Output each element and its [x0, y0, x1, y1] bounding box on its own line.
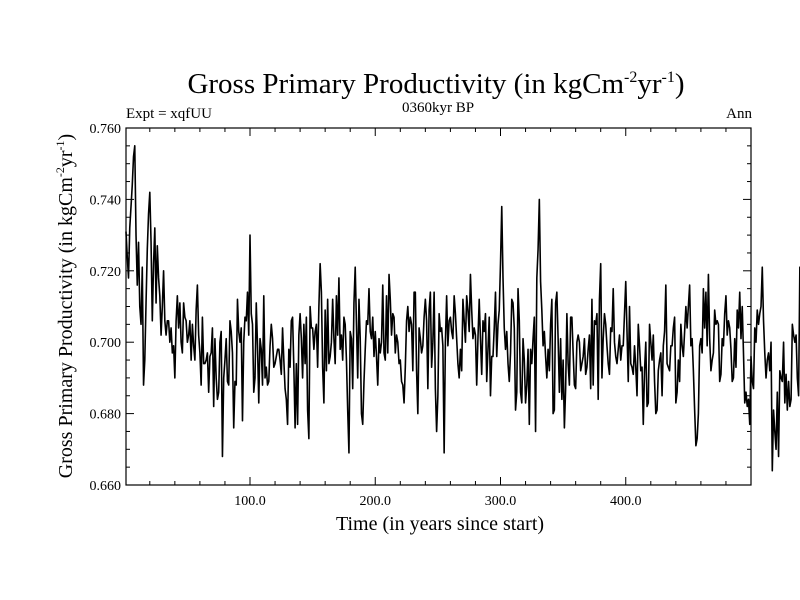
y-tick-label: 0.660 — [90, 479, 122, 494]
title-main: Gross Primary Productivity (in kgCm — [187, 68, 624, 100]
title-mid: yr — [637, 68, 662, 100]
x-tick-label: 100.0 — [234, 494, 266, 509]
y-axis: 0.660 0.680 0.700 0.720 0.740 0.760 — [90, 122, 751, 494]
plot-frame — [125, 127, 752, 486]
ylabel-sup-2: -1 — [53, 140, 67, 150]
experiment-label: Expt = xqfUU — [126, 106, 212, 122]
ylabel-main: Gross Primary Productivity (in kgCm — [55, 177, 77, 479]
y-tick-label: 0.680 — [90, 408, 122, 423]
ylabel-sup-1: -2 — [53, 167, 67, 177]
x-tick-label: 400.0 — [610, 494, 642, 509]
y-tick-label: 0.700 — [90, 336, 122, 351]
y-tick-label: 0.740 — [90, 193, 122, 208]
title-end: ) — [675, 68, 685, 100]
y-axis-label: Gross Primary Productivity (in kgCm-2yr-… — [53, 134, 77, 478]
chart-title: Gross Primary Productivity (in kgCm-2yr-… — [187, 68, 684, 100]
x-axis-label: Time (in years since start) — [336, 513, 544, 535]
ylabel-end: ) — [55, 134, 77, 141]
title-sup-2: -1 — [662, 69, 675, 86]
y-tick-label: 0.760 — [90, 122, 122, 137]
title-sup-1: -2 — [624, 69, 637, 86]
x-tick-label: 200.0 — [359, 494, 391, 509]
y-tick-label: 0.720 — [90, 265, 122, 280]
season-label: Ann — [726, 106, 752, 122]
ylabel-mid: yr — [55, 150, 77, 167]
x-axis: 100.0 200.0 300.0 400.0 — [149, 128, 752, 509]
subtitle: 0360kyr BP — [402, 100, 474, 116]
x-tick-label: 300.0 — [485, 494, 517, 509]
series-line-gpp — [125, 145, 800, 472]
